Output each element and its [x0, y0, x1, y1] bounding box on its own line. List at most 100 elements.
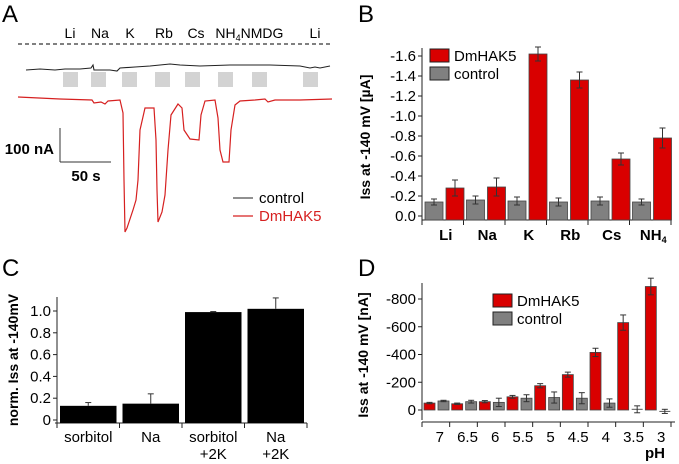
bar-control	[437, 400, 450, 411]
panel-b-y-tick-label: -0.4	[390, 168, 416, 185]
legend-control-label: control	[454, 66, 499, 83]
panel-b-y-tick-label: -1.2	[390, 88, 416, 105]
bar-normalized-current	[122, 403, 179, 423]
legend-dmhak5-label: DmHAK5	[517, 293, 580, 310]
panel-c-x-tick-label: Na	[266, 429, 286, 446]
perfusion-bar	[218, 72, 233, 87]
bar-dmhak5	[644, 286, 657, 411]
perfusion-bar	[63, 72, 78, 87]
bar-normalized-current	[60, 405, 117, 423]
panel-b-y-tick-label: -1.4	[390, 68, 416, 85]
panel-b-legend: DmHAK5 control	[429, 48, 517, 83]
panel-c-x-tick-label: sorbitol	[189, 429, 237, 446]
panel-b-x-tick-label: K	[523, 227, 534, 244]
legend-dmhak5-swatch	[492, 293, 513, 308]
ion-label: NMDG	[241, 25, 284, 41]
panel-c-x-tick-label: sorbitol	[64, 429, 112, 446]
legend-control-swatch	[429, 66, 450, 81]
bar-dmhak5	[570, 79, 589, 221]
bar-dmhak5	[534, 385, 547, 411]
panel-a-traces: Li Na K Rb Cs NH4 NMDG Li 100 nA 50 s control D…	[5, 25, 333, 233]
panel-b-x-tick-label: Li	[439, 227, 452, 244]
panel-c-x-tick-label: +2K	[262, 446, 289, 463]
ion-labels: Li Na K Rb Cs NH4 NMDG Li	[65, 25, 321, 43]
panel-b-bars	[424, 46, 672, 221]
panel-d-x-tick-label: 6.5	[457, 429, 478, 446]
panel-b-x-tick-label: Cs	[602, 227, 621, 244]
panel-c-y-tick-label: 0.2	[30, 390, 51, 407]
bar-dmhak5	[589, 352, 602, 411]
bar-dmhak5	[528, 53, 548, 221]
legend-dmhak5-label: DmHAK5	[454, 48, 517, 65]
panel-c-ylabel: norm. Iss at -140mV	[5, 293, 21, 426]
bar-dmhak5	[561, 374, 574, 411]
panel-label-c: C	[2, 255, 19, 282]
panel-c-chart: norm. Iss at -140mV 0 0.2 0.4 0.6 0.8 1.0 sorb…	[5, 293, 308, 463]
scale-bar-time-label: 50 s	[71, 168, 100, 185]
panel-b-y-tick-label: -0.8	[390, 128, 416, 145]
panel-c-bars	[60, 297, 304, 423]
panel-label-d: D	[358, 255, 375, 282]
panel-d-xlabel: pH	[645, 445, 665, 462]
panel-c-y-tick-label: 0.6	[30, 347, 51, 364]
ion-label: Rb	[155, 25, 173, 41]
legend-control-label: control	[259, 190, 304, 207]
panel-label-a: A	[2, 1, 18, 28]
ion-label: Cs	[187, 25, 204, 41]
panel-b-x-tick-label: Na	[478, 227, 498, 244]
bar-dmhak5	[653, 137, 672, 221]
bar-dmhak5	[617, 322, 630, 411]
legend-control-swatch	[492, 311, 513, 326]
panel-d-chart: Iss at -140 mV [nA] 0 -200 -400 -600 -800 7 6.…	[355, 277, 675, 462]
panel-d-x-tick-label: 4	[602, 429, 610, 446]
ion-label: Li	[310, 25, 321, 41]
legend-dmhak5-label: DmHAK5	[259, 208, 322, 225]
panel-d-axes: 0 -200 -400 -600 -800 7 6.5 6 5.5 5 4.5 4 3.5 3	[386, 283, 675, 446]
ion-label: Li	[65, 25, 76, 41]
legend-dmhak5-swatch	[429, 48, 450, 63]
panel-c-x-tick-label: Na	[141, 429, 161, 446]
bar-dmhak5	[611, 158, 631, 221]
panel-b-y-tick-label: -0.2	[390, 188, 416, 205]
ion-label: NH4	[215, 25, 240, 43]
panel-c-y-tick-label: 1.0	[30, 303, 51, 320]
panel-c-y-tick-label: 0.8	[30, 325, 51, 342]
panel-c-y-tick-label: 0	[43, 412, 51, 429]
panel-b-ylabel: Iss at -140 mV [µA]	[357, 75, 373, 200]
dmhak5-trace	[17, 96, 333, 233]
panel-b-y-tick-label: -1.0	[390, 108, 416, 125]
control-trace	[25, 63, 331, 72]
panel-d-y-tick-label: -400	[386, 347, 416, 364]
panel-d-y-tick-label: 0	[408, 402, 416, 419]
panel-d-ylabel: Iss at -140 mV [nA]	[355, 292, 371, 417]
bar-normalized-current	[185, 312, 242, 423]
perfusion-bar	[122, 72, 137, 87]
bar-normalized-current	[247, 308, 304, 423]
perfusion-bar	[91, 72, 106, 87]
panel-b-x-tick-label: Rb	[560, 227, 580, 244]
perfusion-bar	[303, 72, 318, 87]
panel-d-x-tick-label: 6	[491, 429, 499, 446]
panel-c-y-tick-label: 0.4	[30, 368, 51, 385]
panel-d-legend: DmHAK5 control	[492, 293, 580, 328]
ion-label: K	[125, 25, 135, 41]
panel-b-y-tick-label: -1.6	[390, 48, 416, 65]
scale-bar-current-label: 100 nA	[5, 141, 54, 158]
perfusion-bar	[185, 72, 200, 87]
panel-d-y-tick-label: -600	[386, 319, 416, 336]
panel-d-x-tick-label: 3	[657, 429, 665, 446]
bar-dmhak5	[506, 396, 519, 411]
panel-c-x-tick-label: +2K	[200, 446, 227, 463]
panel-d-y-tick-label: -200	[386, 374, 416, 391]
perfusion-bar	[155, 72, 170, 87]
panel-d-bars	[423, 277, 671, 414]
panel-b-chart: Iss at -140 mV [µA] 0.0 -0.2 -0.4 -0.6 -0.8 -…	[357, 46, 672, 245]
panel-d-x-tick-label: 5.5	[512, 429, 533, 446]
panel-b-axes: 0.0 -0.2 -0.4 -0.6 -0.8 -1.0 -1.2 -1.4 -1.6 Li Na K…	[390, 48, 672, 245]
panel-d-x-tick-label: 7	[436, 429, 444, 446]
panel-d-x-tick-label: 5	[546, 429, 554, 446]
panel-b-y-tick-label: 0.0	[395, 208, 416, 225]
panel-d-y-tick-label: -800	[386, 291, 416, 308]
